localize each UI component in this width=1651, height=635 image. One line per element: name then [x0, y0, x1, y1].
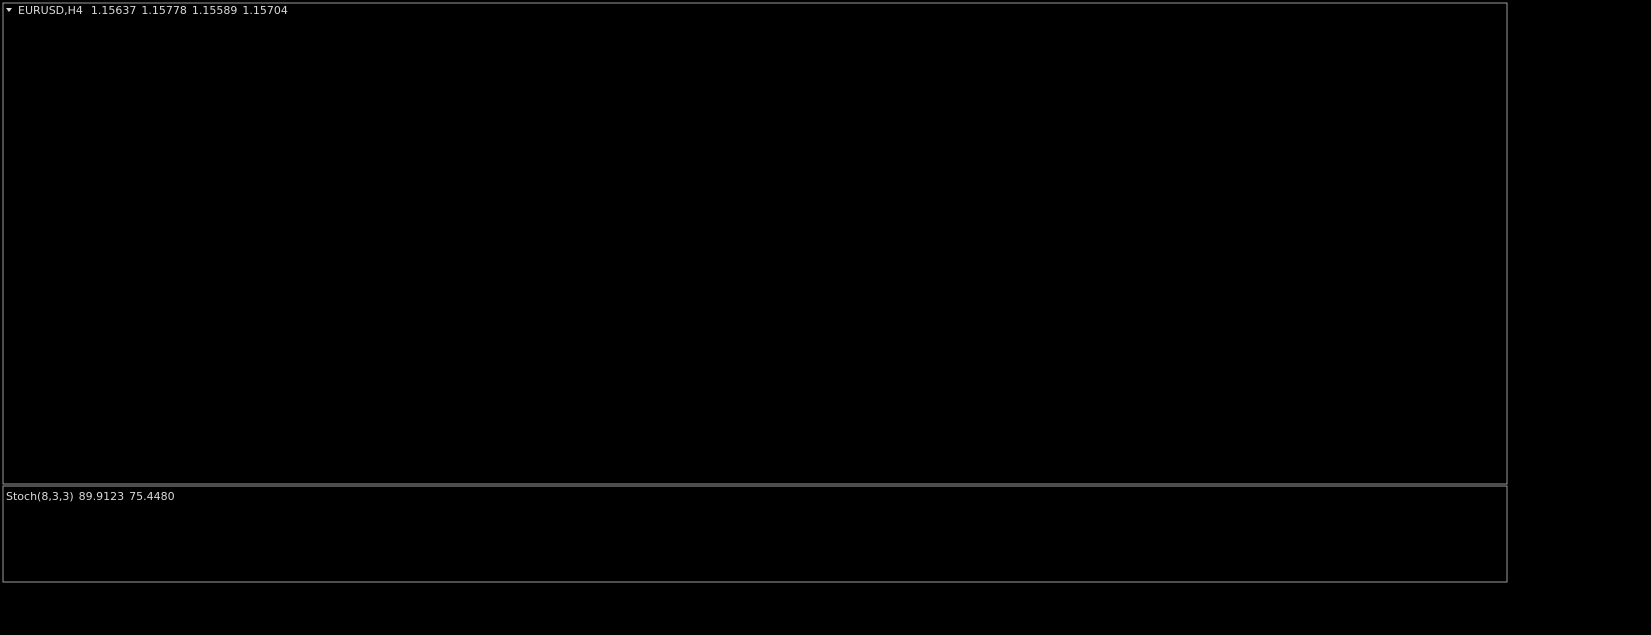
symbol-menu-icon[interactable] [6, 8, 12, 12]
high-price: 1.15778 [141, 4, 187, 17]
open-price: 1.15637 [91, 4, 137, 17]
close-price: 1.15704 [242, 4, 288, 17]
indicator-header: Stoch(8,3,3) 89.9123 75.4480 [6, 490, 175, 503]
indicator-title: Stoch(8,3,3) [6, 490, 74, 503]
chart-header: EURUSD,H4 1.15637 1.15778 1.15589 1.15704 [18, 4, 288, 17]
price-panel-frame [2, 2, 1508, 485]
low-price: 1.15589 [192, 4, 238, 17]
indicator-panel-frame [2, 485, 1508, 583]
stoch-signal: 75.4480 [129, 490, 175, 503]
stoch-main: 89.9123 [79, 490, 125, 503]
symbol: EURUSD,H4 [18, 4, 83, 17]
